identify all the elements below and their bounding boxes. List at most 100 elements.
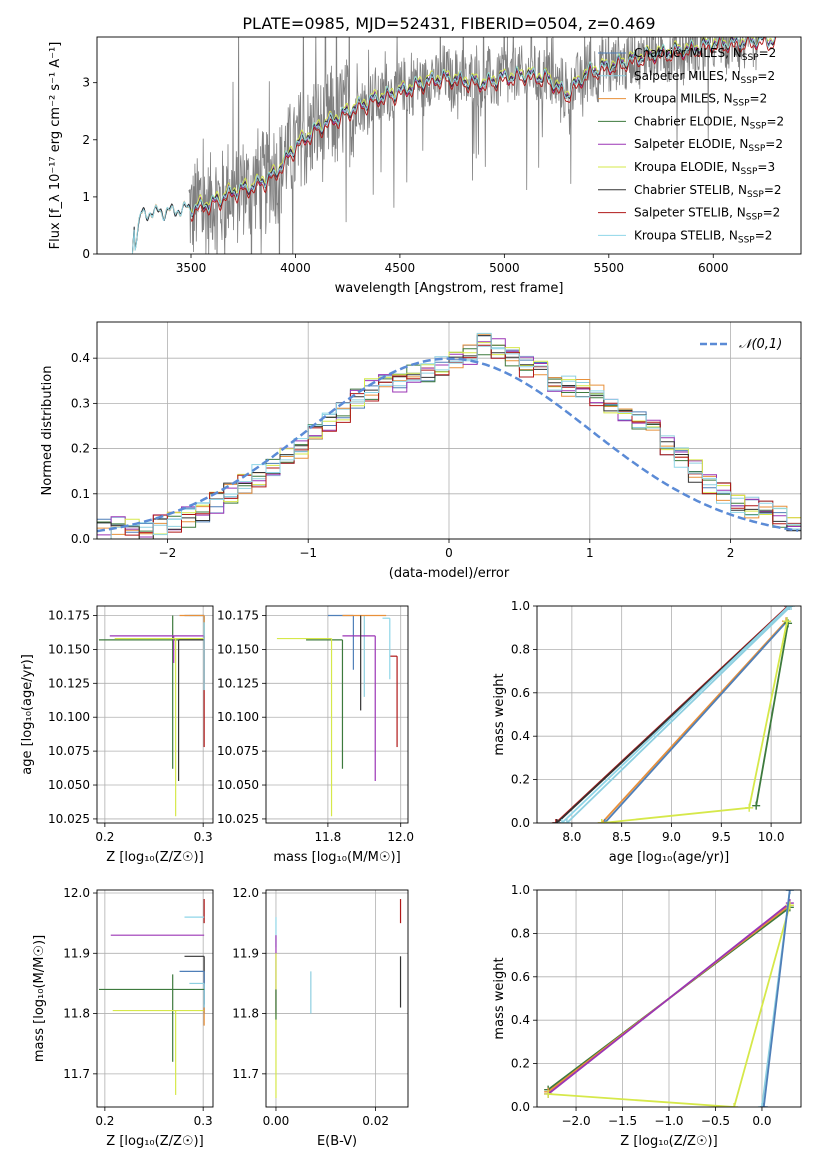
mass-weight-marker: [730, 1103, 739, 1107]
x-tick-label: 12.0: [387, 830, 414, 844]
mass-weight-line-salpeter-elodie: [547, 902, 791, 1095]
legend-label-tail: =2: [763, 206, 781, 220]
mass-weight-line-kroupa-stelib: [561, 606, 790, 823]
errorbar-plot-area: [275, 899, 402, 1098]
mass-weight-marker: [544, 1089, 553, 1098]
y-tick-label: 11.7: [232, 1067, 259, 1081]
legend-label: Chabrier MILES, NSSP=2: [634, 46, 776, 63]
x-tick-label: 4500: [385, 261, 416, 275]
x-axis-label: Z [log₁₀(Z/Z☉)]: [106, 1134, 203, 1149]
model-spectrum-kroupa-elodie: [190, 37, 776, 214]
x-tick-label: 0.3: [194, 1114, 213, 1128]
legend-label-subscript: SSP: [741, 76, 758, 86]
legend-label-subscript: SSP: [733, 99, 750, 109]
x-tick-label: 8.5: [612, 830, 631, 844]
errorbar-plot-area: [98, 614, 205, 817]
y-tick-label: 0.4: [71, 351, 90, 365]
y-tick-label: 1: [82, 190, 90, 204]
x-tick-label: 1: [586, 546, 594, 560]
x-tick-label: −1: [299, 546, 317, 560]
x-tick-label: 8.0: [562, 830, 581, 844]
axes-frame: [536, 605, 802, 824]
y-tick-label: 0.8: [511, 926, 530, 940]
age-vs-metallicity-panel: 0.2 0.3 10.025 10.050 10.075 10.100 10.125 10.1…: [20, 605, 214, 865]
y-tick-label: 0: [82, 247, 90, 261]
mass-vs-reddening-panel: 0.00 0.02 11.7 11.8 11.9 12.0 E(B-V): [232, 886, 409, 1149]
y-tick-label: 10.150: [48, 642, 90, 656]
x-axis-label: Z [log₁₀(Z/Z☉)]: [620, 1134, 717, 1149]
axes-frame: [96, 889, 214, 1108]
x-tick-label: 3500: [176, 261, 207, 275]
y-tick-label: 10.100: [217, 710, 259, 724]
legend-label-text: Chabrier MILES, N: [634, 46, 742, 60]
mass-weight-vs-age-panel: 8.0 8.5 9.0 9.5 10.0 0.0 0.2 0.4 0.6 0.8 1.0 age [l…: [492, 599, 802, 865]
x-tick-label: 9.0: [662, 830, 681, 844]
legend-label: Kroupa ELODIE, NSSP=3: [634, 160, 775, 177]
y-tick-label: 11.8: [63, 1007, 90, 1021]
legend-label-text: Salpeter STELIB, N: [634, 206, 746, 220]
legend-label-text: Salpeter ELODIE, N: [634, 137, 748, 151]
mass-weight-marker: [600, 819, 609, 823]
mass-weight-line-kroupa-elodie: [548, 904, 791, 1107]
x-tick-label: 0.2: [95, 1114, 114, 1128]
legend-label: Salpeter ELODIE, NSSP=2: [634, 137, 783, 154]
legend-label: Salpeter STELIB, NSSP=2: [634, 206, 780, 223]
y-tick-label: 10.075: [217, 744, 259, 758]
mass-weight-marker: [745, 803, 754, 812]
x-tick-label: 0.2: [95, 830, 114, 844]
y-tick-label: 0.2: [511, 773, 530, 787]
mass-weight-line-salpeter-miles: [566, 606, 792, 823]
x-axis-label: wavelength [Angstrom, rest frame]: [335, 281, 564, 296]
y-tick-label: 0.6: [511, 970, 530, 984]
legend-label-tail: =3: [757, 160, 775, 174]
legend-label: Chabrier STELIB, NSSP=2: [634, 183, 782, 200]
mass-vs-metallicity-panel: 0.2 0.3 11.7 11.8 11.9 12.0 Z [log₁₀(Z/Z☉)] mas…: [32, 886, 214, 1149]
histogram-step-kroupa-stelib: [97, 332, 801, 539]
y-tick-label: 12.0: [63, 886, 90, 900]
y-tick-label: 0.0: [71, 532, 90, 546]
mass-weight-marker: [757, 1103, 766, 1107]
x-tick-label: 5500: [594, 261, 625, 275]
histogram-plot-area: [97, 332, 801, 539]
y-tick-label: 0.4: [511, 729, 530, 743]
mass-weight-marker: [552, 819, 561, 823]
y-tick-label: 10.100: [48, 710, 90, 724]
y-tick-label: 10.125: [217, 676, 259, 690]
y-tick-label: 1.0: [511, 883, 530, 897]
legend-label: Salpeter MILES, NSSP=2: [634, 69, 775, 86]
x-tick-label: 0.02: [362, 1114, 389, 1128]
legend-label: Kroupa MILES, NSSP=2: [634, 92, 767, 109]
y-tick-label: 11.9: [232, 946, 259, 960]
x-tick-label: 0.00: [263, 1114, 290, 1128]
y-tick-label: 11.8: [232, 1007, 259, 1021]
y-tick-label: 0.1: [71, 487, 90, 501]
mass-weight-marker: [597, 819, 606, 823]
y-tick-label: 0.8: [511, 642, 530, 656]
y-tick-label: 3: [82, 76, 90, 90]
legend-label-subscript: SSP: [738, 235, 755, 245]
mass-weight-marker: [557, 819, 566, 823]
x-tick-label: −1.0: [654, 1114, 683, 1128]
x-tick-label: 4000: [280, 261, 311, 275]
x-axis-label: Z [log₁₀(Z/Z☉)]: [106, 850, 203, 865]
y-tick-label: 10.075: [48, 744, 90, 758]
x-tick-label: 10.0: [758, 830, 785, 844]
x-tick-label: −0.5: [701, 1114, 730, 1128]
mass-weight-marker: [551, 819, 560, 823]
mass-weight-line-kroupa-miles: [601, 620, 787, 823]
legend-label-text: Kroupa ELODIE, N: [634, 160, 741, 174]
x-tick-label: 2: [727, 546, 735, 560]
legend-label: 𝒩(0,1): [739, 337, 782, 352]
mass-weight-marker: [752, 801, 761, 810]
legend-label-subscript: SSP: [742, 53, 759, 63]
axes-frame: [265, 889, 409, 1108]
x-tick-label: 0.3: [194, 830, 213, 844]
x-axis-label: E(B-V): [317, 1134, 357, 1149]
legend-label-tail: =2: [766, 114, 784, 128]
y-tick-label: 10.050: [217, 778, 259, 792]
mass-weight-vs-metallicity-panel: −2.0 −1.5 −1.0 −0.5 0.0 0.0 0.2 0.4 0.6 0.8 1.0 Z […: [492, 883, 802, 1149]
x-tick-label: −2.0: [561, 1114, 590, 1128]
figure-title: PLATE=0985, MJD=52431, FIBERID=0504, z=0…: [242, 14, 655, 33]
y-tick-label: 1.0: [511, 599, 530, 613]
model-spectrum-salpeter-stelib: [190, 37, 777, 223]
